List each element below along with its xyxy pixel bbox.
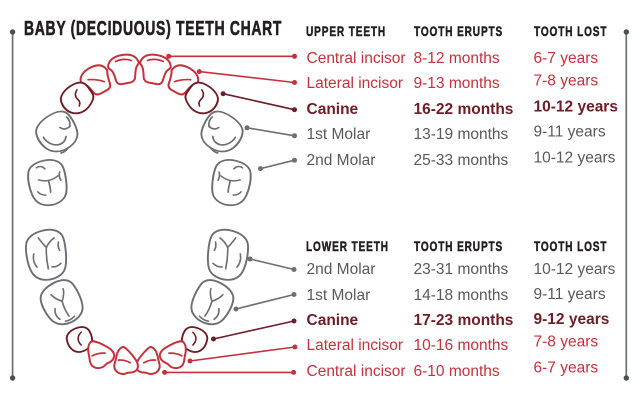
lower-header-teeth: LOWER TEETH xyxy=(306,237,389,254)
lost-value: 9-11 years xyxy=(533,123,606,141)
tooth-label: 1st Molar xyxy=(306,286,371,304)
lower-left-teeth-mirror xyxy=(23,228,139,376)
lower-leader-dots xyxy=(162,256,298,375)
upper-right-second-molar xyxy=(208,156,254,209)
upper-leader-dots xyxy=(166,53,297,172)
lower-right-second-molar xyxy=(203,226,252,284)
lower-leader-lines xyxy=(164,258,296,374)
lower-right-central-incisor xyxy=(133,343,165,377)
upper-right-first-molar xyxy=(194,105,249,160)
tooth-label: Canine xyxy=(306,311,359,329)
tooth-label: 2nd Molar xyxy=(306,152,376,170)
erupts-value: 9-13 months xyxy=(413,75,500,93)
upper-header-lost: TOOTH LOST xyxy=(534,22,608,39)
upper-table: Central incisor 8-12 months 6-7 years La… xyxy=(307,46,638,174)
erupts-value: 10-16 months xyxy=(413,337,509,355)
erupts-value: 23-31 months xyxy=(413,261,509,279)
erupts-value: 8-12 months xyxy=(413,49,500,67)
lost-value: 10-12 years xyxy=(533,261,616,279)
page-title: BABY (DECIDUOUS) TEETH CHART xyxy=(24,18,283,41)
lost-value: 10-12 years xyxy=(533,98,618,116)
lower-table: 2nd Molar 23-31 months 10-12 years 1st M… xyxy=(307,257,638,384)
erupts-value: 14-18 months xyxy=(413,286,509,304)
lost-value: 9-12 years xyxy=(533,310,610,328)
lost-value: 6-7 years xyxy=(533,49,599,67)
upper-header-teeth: UPPER TEETH xyxy=(306,22,387,39)
lost-value: 6-7 years xyxy=(533,359,599,377)
erupts-value: 6-10 months xyxy=(413,362,500,380)
upper-left-teeth-mirror xyxy=(26,53,142,208)
lost-value: 10-12 years xyxy=(533,149,616,167)
erupts-value: 25-33 months xyxy=(413,152,509,170)
upper-arch xyxy=(26,51,254,209)
lower-header-lost: TOOTH LOST xyxy=(534,237,608,254)
tooth-label: 2nd Molar xyxy=(306,261,376,279)
lost-value: 7-8 years xyxy=(533,72,599,90)
erupts-value: 16-22 months xyxy=(413,100,514,118)
lost-value: 7-8 years xyxy=(533,333,599,351)
erupts-value: 17-23 months xyxy=(413,311,514,329)
tooth-label: Central incisor xyxy=(306,362,406,380)
tooth-label: Canine xyxy=(306,100,359,118)
lower-right-first-molar xyxy=(184,274,240,332)
upper-header-erupts: TOOTH ERUPTS xyxy=(414,22,504,39)
lost-value: 9-11 years xyxy=(533,285,606,303)
lower-arch xyxy=(23,226,252,377)
tooth-label: Lateral incisor xyxy=(306,337,404,355)
tooth-label: 1st Molar xyxy=(306,126,371,144)
erupts-value: 13-19 months xyxy=(413,126,509,144)
tooth-label: Lateral incisor xyxy=(306,75,404,93)
rule-end-dots xyxy=(9,29,629,381)
lower-header-erupts: TOOTH ERUPTS xyxy=(414,237,504,254)
tooth-label: Central incisor xyxy=(306,49,406,67)
upper-leader-lines xyxy=(168,55,295,170)
